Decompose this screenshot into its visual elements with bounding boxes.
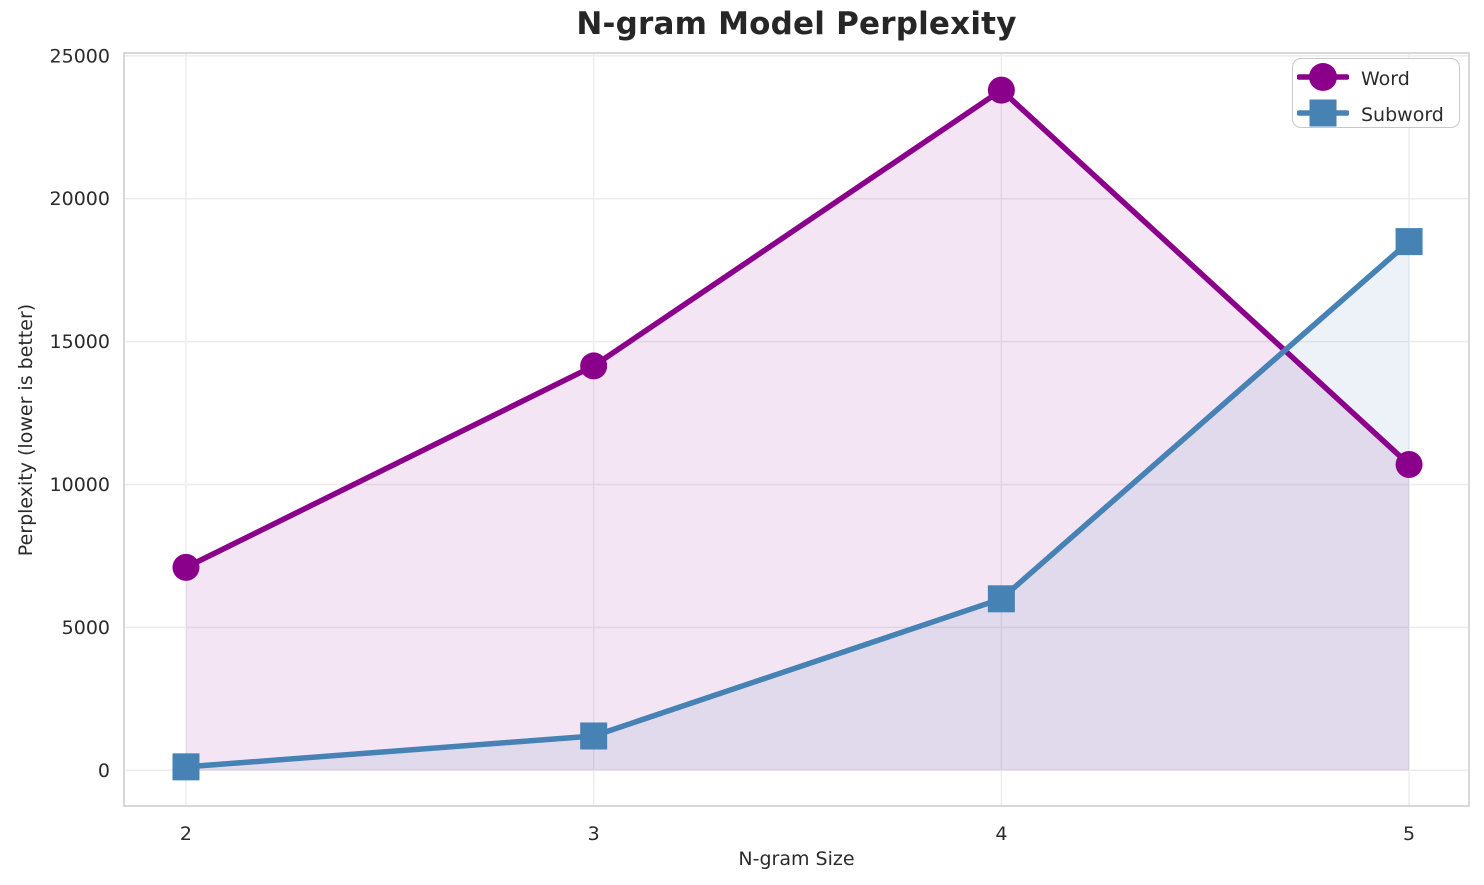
- axes-border: [123, 52, 1470, 807]
- legend-entry-subword: Subword: [1296, 97, 1451, 133]
- word-line-marker-icon: [1296, 61, 1350, 97]
- y-tick-label-5000: 5000: [62, 617, 110, 639]
- legend-entry-word: Word: [1296, 61, 1451, 97]
- subword-line-marker-icon: [1296, 97, 1350, 133]
- area-fill-word: [185, 90, 1410, 771]
- y-tick-label-25000: 25000: [50, 45, 110, 67]
- data-point-subword-x5: [1395, 228, 1423, 256]
- y-tick-label-15000: 15000: [50, 331, 110, 353]
- chart-title: N-gram Model Perplexity: [576, 6, 1017, 42]
- data-point-word-x5: [1395, 451, 1423, 479]
- x-axis-label: N-gram Size: [738, 848, 855, 870]
- legend-label-word: Word: [1361, 67, 1410, 90]
- x-tick-label-4: 4: [995, 823, 1007, 845]
- series-line-word: [183, 87, 1412, 571]
- y-tick-label-10000: 10000: [50, 474, 110, 496]
- x-tick-label-5: 5: [1403, 823, 1415, 845]
- data-point-subword-x4: [987, 585, 1015, 613]
- data-point-word-x2: [172, 553, 200, 581]
- data-point-word-x3: [580, 352, 608, 380]
- y-axis-label: Perplexity (lower is better): [15, 303, 37, 557]
- series-line-subword: [183, 238, 1412, 770]
- legend: Word Subword: [1292, 58, 1460, 128]
- data-point-word-x4: [987, 76, 1015, 104]
- x-tick-label-3: 3: [588, 823, 600, 845]
- area-fill-subword: [185, 241, 1410, 771]
- legend-label-subword: Subword: [1361, 103, 1444, 126]
- data-point-subword-x3: [580, 722, 608, 750]
- y-tick-label-0: 0: [98, 760, 110, 782]
- x-tick-label-2: 2: [180, 823, 192, 845]
- y-tick-label-20000: 20000: [50, 188, 110, 210]
- data-point-subword-x2: [172, 753, 200, 781]
